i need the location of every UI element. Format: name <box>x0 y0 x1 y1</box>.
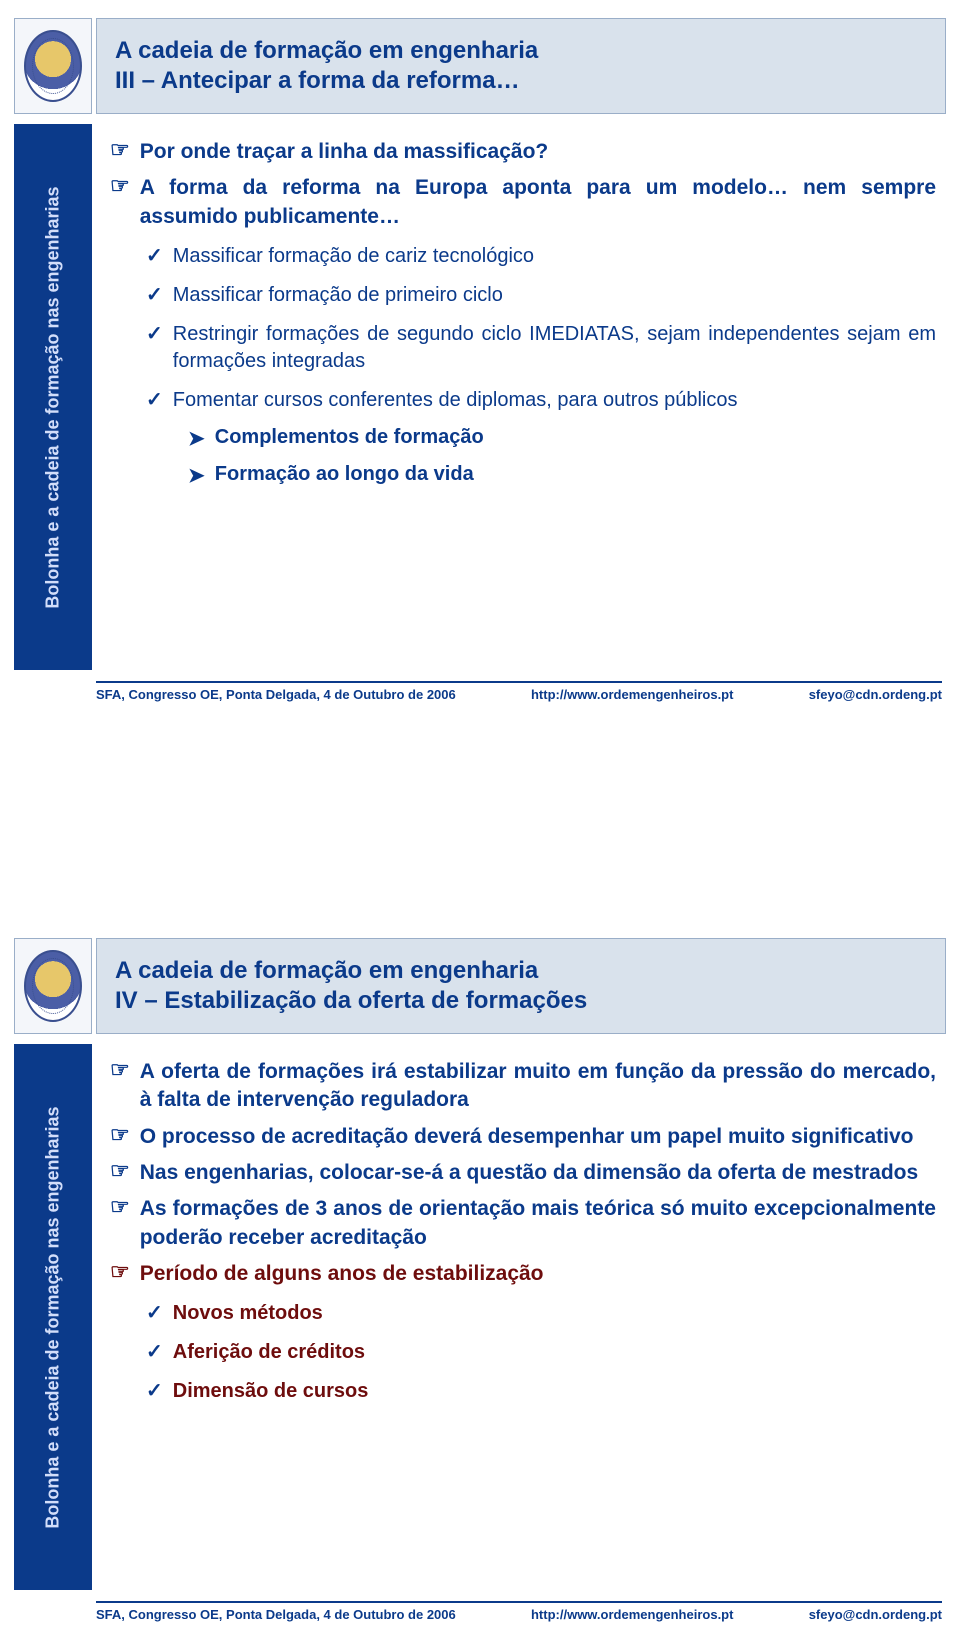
sub-text: Formação ao longo da vida <box>215 463 474 488</box>
bullet: ☞ A oferta de formações irá estabilizar … <box>110 1058 936 1115</box>
bullet: ☞ Nas engenharias, colocar-se-á a questã… <box>110 1159 936 1187</box>
check-item: ✓ Novos métodos <box>146 1300 936 1327</box>
sidebar-label: Bolonha e a cadeia de formação nas engen… <box>43 1106 64 1528</box>
bullet: ☞ A forma da reforma na Europa aponta pa… <box>110 174 936 231</box>
slide-1: A cadeia de formação em engenharia III –… <box>0 0 960 720</box>
sub-item: ➤ Complementos de formação <box>188 426 936 451</box>
check-icon: ✓ <box>146 321 163 375</box>
check-text: Restringir formações de segundo ciclo IM… <box>173 321 936 375</box>
slide-content: ☞ A oferta de formações irá estabilizar … <box>110 1050 936 1580</box>
check-text: Massificar formação de primeiro ciclo <box>173 282 936 309</box>
footer-mid: http://www.ordemengenheiros.pt <box>531 1607 733 1622</box>
hand-icon: ☞ <box>110 1058 130 1082</box>
check-icon: ✓ <box>146 243 163 270</box>
check-item: ✓ Fomentar cursos conferentes de diploma… <box>146 387 936 414</box>
check-icon: ✓ <box>146 282 163 309</box>
bullet-text: Período de alguns anos de estabilização <box>140 1260 936 1288</box>
slide-footer: SFA, Congresso OE, Ponta Delgada, 4 de O… <box>96 681 942 702</box>
check-item: ✓ Massificar formação de cariz tecnológi… <box>146 243 936 270</box>
emblem-logo <box>14 18 92 114</box>
hand-icon: ☞ <box>110 138 130 162</box>
bullet-text: Por onde traçar a linha da massificação? <box>140 138 936 166</box>
sub-item: ➤ Formação ao longo da vida <box>188 463 936 488</box>
check-text: Dimensão de cursos <box>173 1378 936 1405</box>
check-text: Aferição de créditos <box>173 1339 936 1366</box>
bullet-text: As formações de 3 anos de orientação mai… <box>140 1195 936 1252</box>
slide-title-2: IV – Estabilização da oferta de formaçõe… <box>115 986 927 1016</box>
sidebar: Bolonha e a cadeia de formação nas engen… <box>14 1044 92 1590</box>
shield-icon <box>24 950 82 1022</box>
slide-content: ☞ Por onde traçar a linha da massificaçã… <box>110 130 936 660</box>
bullet-text: A oferta de formações irá estabilizar mu… <box>140 1058 936 1115</box>
slide-title-1: A cadeia de formação em engenharia <box>115 36 927 66</box>
bullet-text: A forma da reforma na Europa aponta para… <box>140 174 936 231</box>
footer-right: sfeyo@cdn.ordeng.pt <box>809 687 942 702</box>
shield-icon <box>24 30 82 102</box>
footer-mid: http://www.ordemengenheiros.pt <box>531 687 733 702</box>
check-icon: ✓ <box>146 1339 163 1366</box>
check-item: ✓ Restringir formações de segundo ciclo … <box>146 321 936 375</box>
bullet: ☞ O processo de acreditação deverá desem… <box>110 1123 936 1151</box>
check-item: ✓ Massificar formação de primeiro ciclo <box>146 282 936 309</box>
footer-right: sfeyo@cdn.ordeng.pt <box>809 1607 942 1622</box>
bullet-text: Nas engenharias, colocar-se-á a questão … <box>140 1159 936 1187</box>
footer-left: SFA, Congresso OE, Ponta Delgada, 4 de O… <box>96 1607 456 1622</box>
check-icon: ✓ <box>146 387 163 414</box>
slide-title-2: III – Antecipar a forma da reforma… <box>115 66 927 96</box>
bullet-emphasis: ☞ Período de alguns anos de estabilizaçã… <box>110 1260 936 1288</box>
slide-2: A cadeia de formação em engenharia IV – … <box>0 920 960 1640</box>
slide-header: A cadeia de formação em engenharia IV – … <box>96 938 946 1034</box>
arrow-icon: ➤ <box>188 426 205 451</box>
check-item: ✓ Dimensão de cursos <box>146 1378 936 1405</box>
emblem-logo <box>14 938 92 1034</box>
hand-icon: ☞ <box>110 1159 130 1183</box>
sidebar: Bolonha e a cadeia de formação nas engen… <box>14 124 92 670</box>
hand-icon: ☞ <box>110 1195 130 1219</box>
check-text: Novos métodos <box>173 1300 936 1327</box>
hand-icon: ☞ <box>110 1123 130 1147</box>
hand-icon: ☞ <box>110 174 130 198</box>
check-item: ✓ Aferição de créditos <box>146 1339 936 1366</box>
sub-text: Complementos de formação <box>215 426 484 451</box>
bullet: ☞ As formações de 3 anos de orientação m… <box>110 1195 936 1252</box>
page-gap <box>0 720 960 920</box>
hand-icon: ☞ <box>110 1260 130 1284</box>
slide-header: A cadeia de formação em engenharia III –… <box>96 18 946 114</box>
slide-footer: SFA, Congresso OE, Ponta Delgada, 4 de O… <box>96 1601 942 1622</box>
check-text: Massificar formação de cariz tecnológico <box>173 243 936 270</box>
footer-left: SFA, Congresso OE, Ponta Delgada, 4 de O… <box>96 687 456 702</box>
check-text: Fomentar cursos conferentes de diplomas,… <box>173 387 936 414</box>
bullet-text: O processo de acreditação deverá desempe… <box>140 1123 936 1151</box>
sidebar-label: Bolonha e a cadeia de formação nas engen… <box>43 186 64 608</box>
check-icon: ✓ <box>146 1378 163 1405</box>
arrow-icon: ➤ <box>188 463 205 488</box>
slide-title-1: A cadeia de formação em engenharia <box>115 956 927 986</box>
check-icon: ✓ <box>146 1300 163 1327</box>
bullet: ☞ Por onde traçar a linha da massificaçã… <box>110 138 936 166</box>
